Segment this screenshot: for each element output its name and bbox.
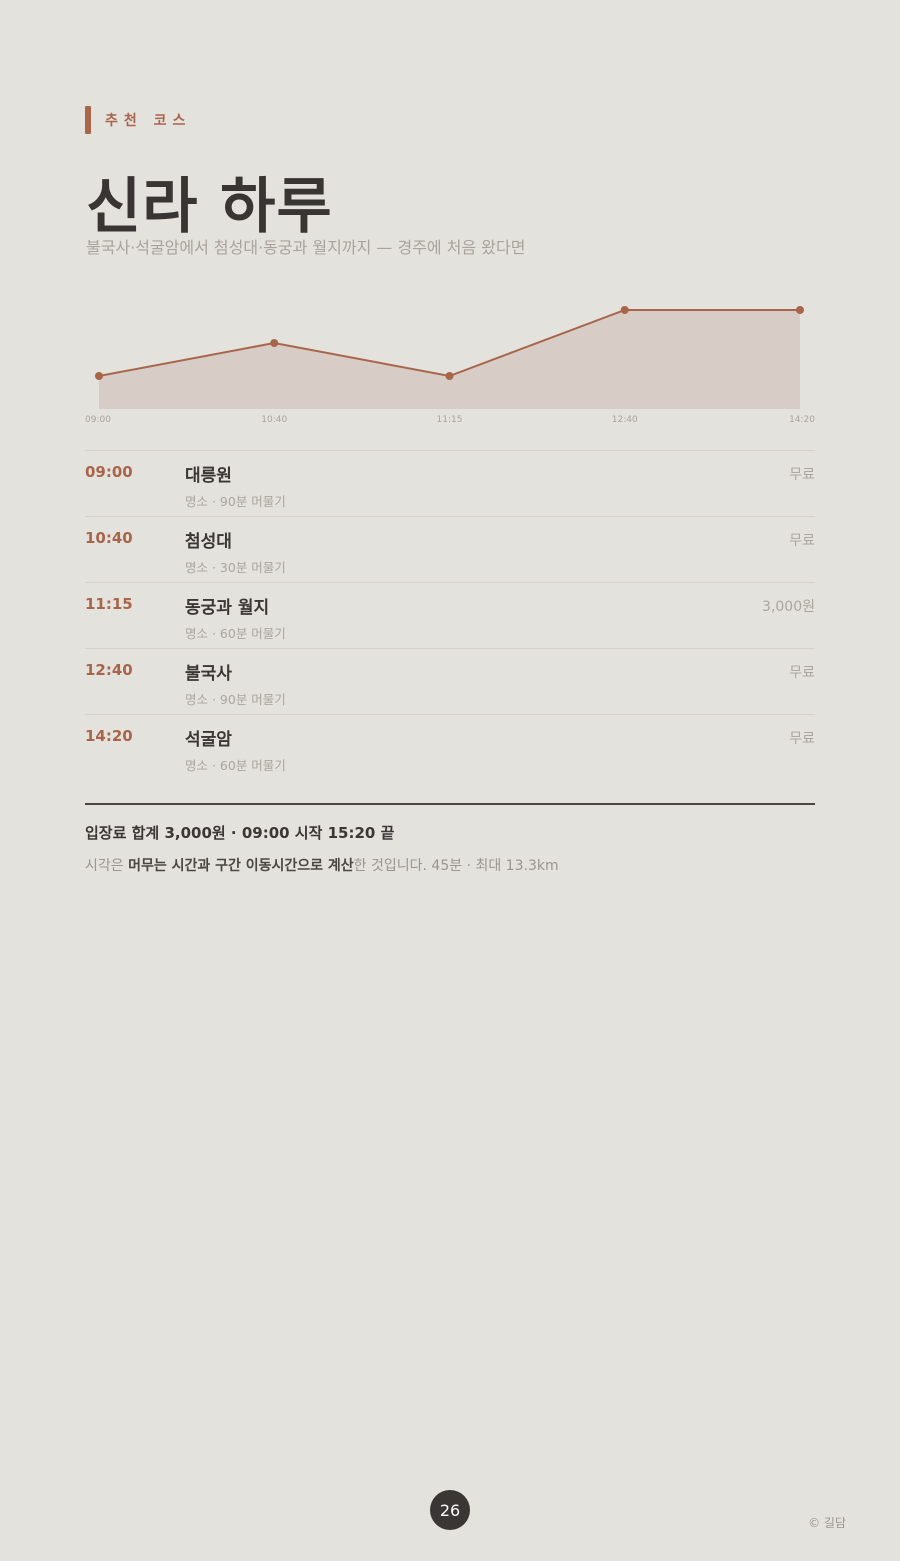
chart-tick-label: 14:20 <box>789 415 815 425</box>
schedule-time: 14:20 <box>85 727 133 745</box>
page-title: 신라 하루 <box>86 172 333 242</box>
admission-fee: 무료 <box>789 533 815 549</box>
copyright: © 길담 <box>808 1516 846 1530</box>
place-name: 대릉원 <box>185 466 232 486</box>
schedule-time: 11:15 <box>85 595 133 613</box>
chart-tick-label: 09:00 <box>85 415 111 425</box>
place-name: 불국사 <box>185 664 232 684</box>
schedule-row-3[interactable]: 11:15 동궁과 월지 명소 · 60분 머물기 3,000원 <box>85 583 815 649</box>
place-meta: 명소 · 60분 머물기 <box>185 758 286 773</box>
schedule-time: 09:00 <box>85 463 133 481</box>
chart-point <box>620 306 629 314</box>
schedule-row-5[interactable]: 14:20 석굴암 명소 · 60분 머물기 무료 <box>85 715 815 780</box>
place-name: 동궁과 월지 <box>185 598 270 618</box>
note-text: 시각은 <box>85 858 129 874</box>
place-meta: 명소 · 90분 머물기 <box>185 494 286 509</box>
schedule-time: 12:40 <box>85 661 133 679</box>
chart-point <box>445 372 454 380</box>
admission-fee: 무료 <box>789 467 815 483</box>
admission-fee: 무료 <box>789 665 815 681</box>
schedule-row-4[interactable]: 12:40 불국사 명소 · 90분 머물기 무료 <box>85 649 815 715</box>
admission-fee: 무료 <box>789 731 815 747</box>
tag-accent-bar <box>85 106 91 134</box>
page-number-badge: 26 <box>430 1490 470 1530</box>
place-meta: 명소 · 60분 머물기 <box>185 626 286 641</box>
summary-total: 입장료 합계 3,000원 · 09:00 시작 15:20 끝 <box>85 824 395 842</box>
chart-tick-label: 11:15 <box>437 415 463 425</box>
chart-point <box>270 339 279 347</box>
note-emphasis: 머무는 시간과 구간 이동시간으로 계산 <box>128 858 354 874</box>
place-name: 석굴암 <box>185 730 232 750</box>
calculation-note: 시각은 머무는 시간과 구간 이동시간으로 계산한 것입니다. 45분 · 최대… <box>85 855 559 875</box>
page-number: 26 <box>439 1500 461 1520</box>
chart-point <box>796 306 804 314</box>
place-name: 첨성대 <box>185 532 232 552</box>
chart-tick-label: 10:40 <box>261 415 287 425</box>
place-meta: 명소 · 90분 머물기 <box>185 692 286 707</box>
section-tag-label: 추천 코스 <box>105 113 192 129</box>
timeline-chart: 09:00 10:40 11:15 12:40 14:20 <box>85 306 815 425</box>
chart-point <box>95 372 103 380</box>
place-meta: 명소 · 30분 머물기 <box>185 560 286 575</box>
section-tag: 추천 코스 <box>85 106 191 134</box>
summary-divider <box>85 803 815 805</box>
schedule-row-1[interactable]: 09:00 대릉원 명소 · 90분 머물기 무료 <box>85 451 815 517</box>
chart-area <box>99 310 800 409</box>
note-text-end: 한 것입니다. 45분 · 최대 13.3km <box>353 858 559 874</box>
schedule-row-2[interactable]: 10:40 첨성대 명소 · 30분 머물기 무료 <box>85 517 815 583</box>
schedule-time: 10:40 <box>85 529 133 547</box>
schedule-list: 09:00 대릉원 명소 · 90분 머물기 무료 10:40 첨성대 명소 ·… <box>85 450 815 780</box>
admission-fee: 3,000원 <box>762 599 815 615</box>
chart-tick-label: 12:40 <box>612 415 638 425</box>
page-subtitle: 불국사·석굴암에서 첨성대·동궁과 월지까지 — 경주에 처음 왔다면 <box>86 238 526 257</box>
